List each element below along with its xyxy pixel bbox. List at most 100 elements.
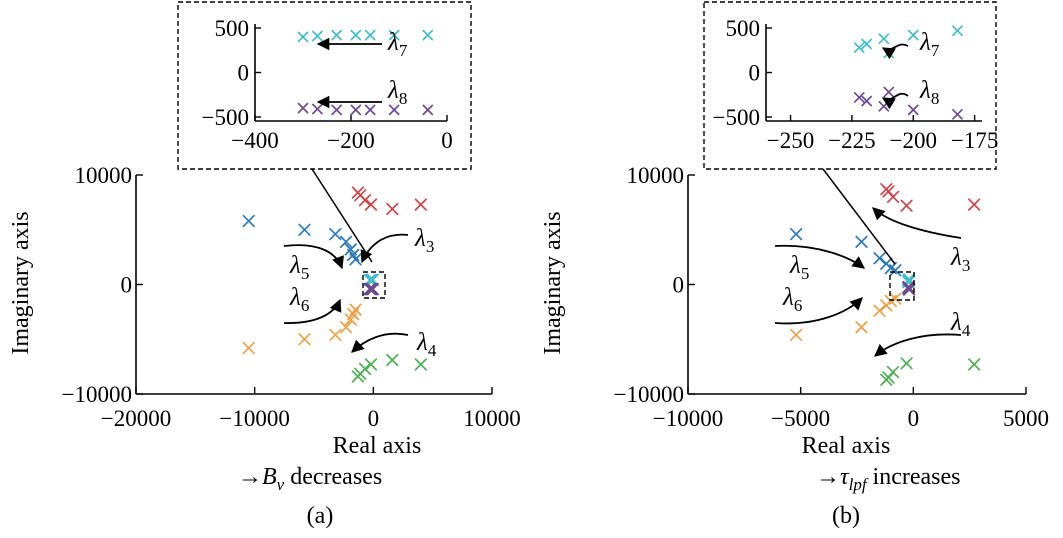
data-point xyxy=(366,282,380,296)
marker-stroke xyxy=(364,29,376,41)
lambda-7-label: λ7 xyxy=(919,29,940,60)
data-point xyxy=(790,328,803,342)
marker-stroke xyxy=(339,235,353,248)
zoom-leader-line xyxy=(822,168,896,265)
inset-data-point xyxy=(422,104,434,116)
data-point xyxy=(903,283,916,296)
inset-y-tick-label: −500 xyxy=(713,105,760,130)
marker-stroke xyxy=(349,253,362,266)
data-point xyxy=(900,199,913,212)
marker-stroke xyxy=(242,214,255,228)
marker-stroke xyxy=(297,31,309,43)
inset-box xyxy=(177,1,472,170)
lambda-3-label: λ3 xyxy=(950,244,970,275)
y-tick-label: 0 xyxy=(121,273,133,298)
marker-stroke xyxy=(388,104,400,116)
y-tick-label: 10000 xyxy=(75,163,133,188)
data-point xyxy=(873,304,886,317)
data-point xyxy=(242,341,255,355)
trend-arrow xyxy=(774,297,863,325)
data-point xyxy=(900,357,913,370)
inset-x-tick-label: 0 xyxy=(441,128,453,153)
trend-arrow xyxy=(872,207,962,239)
x-tick-label: 0 xyxy=(368,406,380,431)
data-point xyxy=(329,328,342,342)
data-point xyxy=(242,214,255,228)
data-point xyxy=(889,264,902,277)
inset-y-tick-label: 500 xyxy=(215,16,250,41)
marker-stroke xyxy=(298,333,311,346)
data-point xyxy=(339,235,353,248)
inset-data-point xyxy=(312,103,323,115)
y-tick-label: −10000 xyxy=(614,382,684,407)
data-point xyxy=(968,198,981,211)
trend-arrow xyxy=(874,333,962,357)
data-point xyxy=(968,358,981,371)
marker-stroke xyxy=(329,328,342,342)
marker-stroke xyxy=(861,38,872,50)
trend-arrow xyxy=(881,92,909,110)
data-point xyxy=(349,303,362,316)
y-tick-label: −10000 xyxy=(62,382,132,407)
inset-data-point xyxy=(907,29,919,41)
x-tick-label: −10000 xyxy=(653,406,723,431)
inset-data-point xyxy=(297,31,309,43)
marker-stroke xyxy=(422,104,434,116)
panel-caption: (a) xyxy=(307,503,334,529)
trend-arrow xyxy=(881,43,909,60)
inset-y-tick-label: 500 xyxy=(726,16,761,41)
marker-stroke xyxy=(903,283,916,296)
data-point xyxy=(364,358,378,371)
marker-stroke xyxy=(364,104,376,116)
trend-arrow xyxy=(283,244,344,270)
lambda-5-label: λ5 xyxy=(789,252,809,283)
marker-stroke xyxy=(347,248,360,262)
y-tick-label: 0 xyxy=(673,273,685,298)
x-tick-label: 10000 xyxy=(463,406,521,431)
panel-caption: (b) xyxy=(832,503,860,529)
marker-stroke xyxy=(350,29,362,41)
inset-data-point xyxy=(878,100,890,112)
marker-stroke xyxy=(386,353,399,367)
marker-stroke xyxy=(364,198,378,211)
marker-stroke xyxy=(350,104,362,116)
lambda-6-label: λ6 xyxy=(782,284,802,315)
inset-data-point xyxy=(388,104,400,116)
marker-stroke xyxy=(790,227,803,241)
inset-x-tick-label: −225 xyxy=(828,128,875,153)
inset-data-point xyxy=(364,104,376,116)
marker-stroke xyxy=(900,357,913,370)
data-point xyxy=(855,321,868,334)
inset-data-point xyxy=(883,86,895,98)
marker-stroke xyxy=(855,235,868,248)
marker-stroke xyxy=(873,252,886,265)
marker-stroke xyxy=(952,108,963,120)
x-tick-label: 0 xyxy=(908,406,920,431)
marker-stroke xyxy=(297,102,309,114)
marker-stroke xyxy=(853,92,865,103)
data-point xyxy=(873,252,886,265)
inset-x-tick-label: −400 xyxy=(231,128,278,153)
marker-stroke xyxy=(968,358,981,371)
marker-stroke xyxy=(886,190,900,204)
data-point xyxy=(414,358,427,371)
marker-stroke xyxy=(900,199,913,212)
marker-stroke xyxy=(349,303,362,316)
marker-stroke xyxy=(331,104,342,116)
marker-stroke xyxy=(884,261,897,275)
data-point xyxy=(358,362,372,375)
marker-stroke xyxy=(422,29,434,41)
trend-arrow xyxy=(360,233,409,264)
marker-stroke xyxy=(968,198,981,211)
marker-stroke xyxy=(952,25,963,37)
marker-stroke xyxy=(889,264,902,277)
inset-y-tick-label: −500 xyxy=(202,105,249,130)
data-point xyxy=(790,227,803,241)
marker-stroke xyxy=(358,362,372,375)
inset-x-tick-label: −200 xyxy=(327,128,374,153)
marker-stroke xyxy=(889,292,902,305)
inset-data-point xyxy=(331,104,342,116)
x-tick-label: −5000 xyxy=(771,406,830,431)
data-point xyxy=(902,280,915,294)
trend-arrow xyxy=(774,244,866,269)
